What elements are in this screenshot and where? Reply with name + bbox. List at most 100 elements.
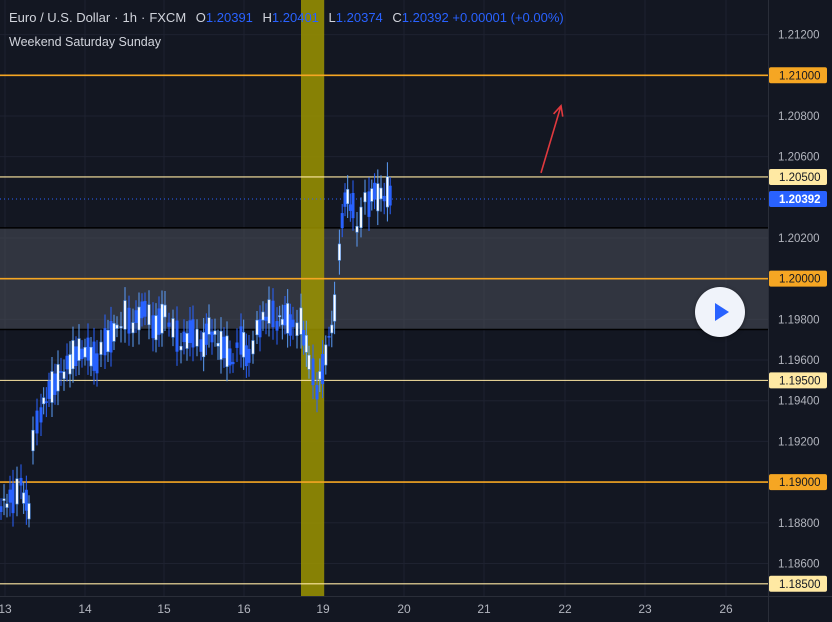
- candle-body: [22, 492, 26, 504]
- symbol-name[interactable]: Euro / U.S. Dollar: [9, 10, 111, 25]
- price-tick-label: 1.20800: [778, 111, 820, 123]
- time-tick-label: 14: [78, 602, 92, 616]
- candle-body: [283, 305, 287, 326]
- candle-body: [247, 348, 251, 363]
- candle-body: [244, 345, 248, 367]
- candle-body: [62, 371, 66, 379]
- arrow-layer: [540, 104, 564, 174]
- candle-body: [225, 335, 229, 367]
- candle-body: [379, 187, 383, 200]
- candle-body: [299, 307, 303, 335]
- candle-body: [47, 380, 51, 399]
- candle-body: [327, 336, 331, 338]
- last-price-badge: [769, 190, 827, 207]
- candle-body: [307, 354, 311, 370]
- candle-body: [11, 483, 15, 514]
- candle-body: [171, 318, 175, 338]
- candle-body: [330, 324, 334, 334]
- interval-label[interactable]: 1h: [122, 10, 137, 25]
- candle-body: [99, 341, 103, 355]
- price-tick-label: 1.19800: [778, 314, 820, 326]
- price-tick-label: 1.18800: [778, 518, 820, 530]
- candle-body: [202, 332, 206, 358]
- candle-body: [337, 243, 341, 261]
- candle-body: [271, 300, 275, 328]
- candle-body: [311, 358, 315, 386]
- trend-arrow-line: [540, 105, 562, 174]
- price-axis[interactable]: 1.21200 1.20800 1.20600 1.20200 1.19800 1.196…: [768, 0, 828, 622]
- candle-body: [235, 342, 239, 348]
- level-price-badge: [769, 575, 827, 592]
- candle-body: [92, 341, 96, 371]
- level-price-badge: [769, 168, 827, 185]
- exchange-label: FXCM: [149, 10, 187, 25]
- time-tick-label: 26: [719, 602, 733, 616]
- candle-body: [239, 326, 243, 355]
- price-tick-label: 1.20600: [778, 152, 820, 164]
- candle-body: [370, 188, 374, 202]
- candle-body: [267, 299, 271, 324]
- candle-body: [157, 308, 161, 335]
- candle-body: [8, 489, 12, 503]
- play-button[interactable]: [695, 287, 745, 337]
- candle-body: [343, 192, 347, 207]
- price-tick-label: 1.19400: [778, 396, 820, 408]
- candle-body: [68, 354, 72, 375]
- candle-body: [204, 323, 208, 345]
- candle-body: [109, 321, 113, 353]
- time-tick-label: 19: [316, 602, 330, 616]
- level-price-badge: [769, 474, 827, 491]
- candle-body: [304, 335, 308, 353]
- candle-body: [318, 371, 322, 380]
- candle-body: [74, 346, 78, 367]
- candle-body: [86, 337, 90, 361]
- candle-body: [50, 371, 54, 403]
- candle-body: [137, 306, 141, 331]
- price-tick-label: 1.18600: [778, 558, 820, 570]
- candle-body: [242, 332, 246, 358]
- candle-body: [134, 310, 138, 323]
- level-price-label: 1.18500: [779, 579, 821, 591]
- close-label: C: [392, 10, 402, 25]
- trend-arrow-head: [552, 104, 564, 117]
- candle-body: [71, 340, 75, 370]
- candle-body: [251, 340, 255, 355]
- time-tick-label: 15: [157, 602, 171, 616]
- candle-body: [321, 354, 325, 385]
- candle-body: [207, 317, 211, 335]
- candle-body: [179, 345, 183, 351]
- level-price-label: 1.20500: [779, 172, 821, 184]
- change-value: +0.00001 (+0.00%): [452, 10, 564, 25]
- price-tick-label: 1.20200: [778, 233, 820, 245]
- candle-body: [0, 506, 3, 512]
- candle-body: [112, 323, 116, 342]
- candle-body: [216, 342, 220, 347]
- candle-body: [19, 477, 23, 486]
- high-label: H: [262, 10, 272, 25]
- candle-body: [167, 322, 171, 327]
- candle-body: [188, 320, 192, 343]
- price-tick-label: 1.21200: [778, 30, 820, 42]
- level-price-badge: [769, 67, 827, 84]
- candle-body: [185, 333, 189, 349]
- candle-body: [143, 300, 147, 317]
- symbol-legend[interactable]: Euro / U.S. Dollar · 1h · FXCM O1.20391 H1.2…: [9, 10, 564, 25]
- candle-body: [333, 294, 337, 322]
- candle-body: [302, 330, 306, 346]
- price-tick-label: 1.19200: [778, 436, 820, 448]
- level-price-label: 1.19000: [779, 477, 821, 489]
- candle-body: [163, 304, 167, 318]
- candle-body: [44, 401, 48, 403]
- candle-body: [255, 319, 259, 336]
- time-axis[interactable]: 13 14 15 16 19 20 21 22 23 26: [0, 596, 832, 617]
- candle-body: [219, 330, 223, 360]
- low-label: L: [328, 10, 336, 25]
- time-tick-label: 21: [477, 602, 491, 616]
- candle-body: [56, 364, 60, 392]
- candle-body: [367, 191, 371, 217]
- level-price-badge: [769, 270, 827, 287]
- candle-body: [89, 346, 93, 367]
- candle-body: [280, 318, 284, 326]
- candle-body: [175, 320, 179, 352]
